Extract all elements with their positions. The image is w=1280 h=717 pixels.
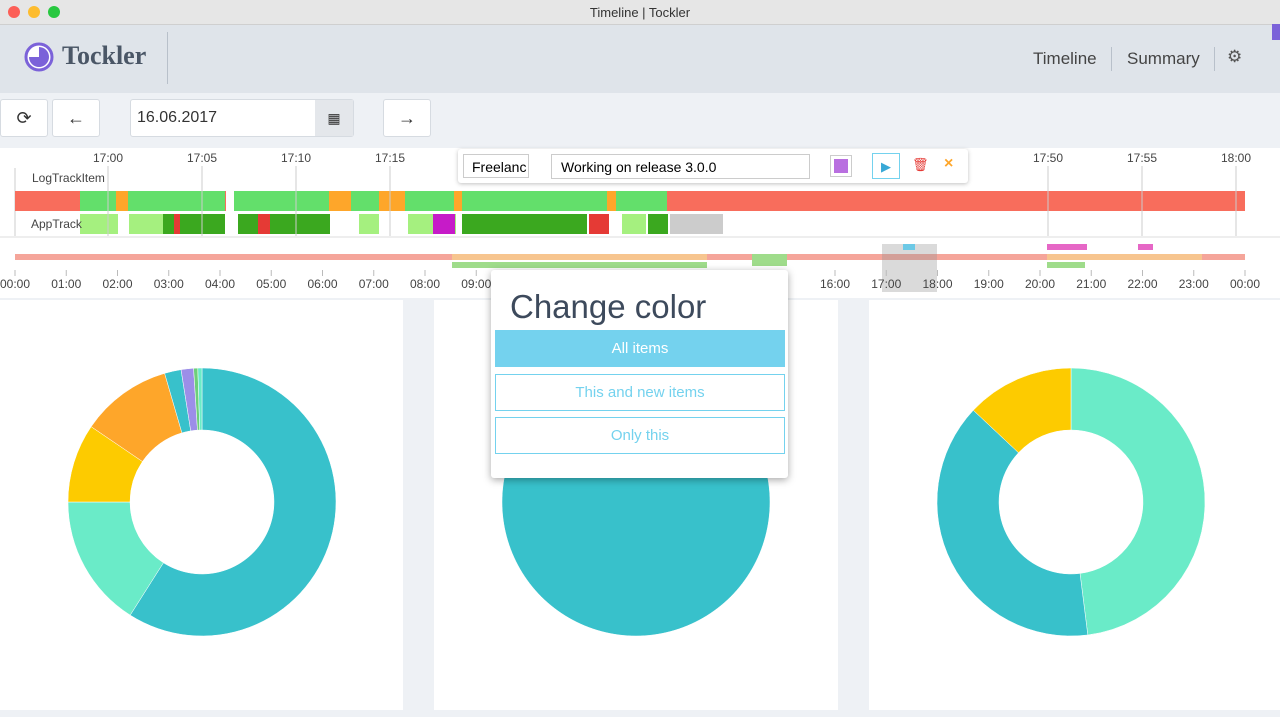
bottom-tick-label: 20:00 <box>1025 277 1055 291</box>
prev-button[interactable]: ← <box>52 99 100 137</box>
option-this-and-new[interactable]: This and new items <box>495 374 785 411</box>
overview-bar <box>1047 244 1087 250</box>
gap <box>226 191 234 211</box>
bottom-tick-label: 00:00 <box>1230 277 1260 291</box>
top-tick-label: 17:05 <box>187 151 217 165</box>
app-bar <box>589 214 609 234</box>
color-popup: Change color All items This and new item… <box>491 270 788 478</box>
bottom-tick-label: 04:00 <box>205 277 235 291</box>
pie-slice <box>936 409 1089 637</box>
color-swatch <box>834 159 848 173</box>
top-tick-label: 17:55 <box>1127 151 1157 165</box>
divider <box>1111 47 1112 71</box>
app-name: Tockler <box>62 41 147 70</box>
pie-slice <box>129 367 337 637</box>
nav-summary[interactable]: Summary <box>1127 49 1200 68</box>
log-bar <box>329 191 351 211</box>
log-bar <box>234 191 667 211</box>
bottom-tick-label: 23:00 <box>1179 277 1209 291</box>
bottom-tick-label: 07:00 <box>359 277 389 291</box>
overview-bar <box>752 254 787 266</box>
app-bar <box>258 214 270 234</box>
app-bar <box>648 214 668 234</box>
bottom-tick-label: 02:00 <box>102 277 132 291</box>
bottom-tick-label: 06:00 <box>307 277 337 291</box>
divider <box>167 32 168 84</box>
app-bar <box>238 214 330 234</box>
bottom-tick-label: 18:00 <box>922 277 952 291</box>
top-tick-label: 17:50 <box>1033 151 1063 165</box>
overview-bar <box>1047 262 1085 268</box>
bottom-tick-label: 22:00 <box>1127 277 1157 291</box>
header: Tockler Timeline Summary ⚙ <box>0 25 1280 93</box>
log-bar <box>379 191 405 211</box>
log-bar <box>80 191 225 211</box>
settings-icon[interactable]: ⚙ <box>1227 47 1243 66</box>
bottom-tick-label: 19:00 <box>974 277 1004 291</box>
overview-bar <box>903 244 915 250</box>
popup-title: Change color <box>510 288 707 325</box>
app-bar <box>80 214 118 234</box>
option-only-this[interactable]: Only this <box>495 417 785 454</box>
app-bar <box>462 214 587 234</box>
top-tick-label: 17:15 <box>375 151 405 165</box>
row-label: LogTrackItem <box>32 171 105 185</box>
app-bar <box>622 214 646 234</box>
zoom-button[interactable] <box>48 6 60 18</box>
calendar-icon[interactable]: ▦ <box>315 100 353 136</box>
bottom-tick-label: 21:00 <box>1076 277 1106 291</box>
log-bar <box>116 191 128 211</box>
bottom-tick-label: 08:00 <box>410 277 440 291</box>
top-tick-label: 17:00 <box>93 151 123 165</box>
close-editor-button[interactable]: × <box>944 155 954 172</box>
app-bar <box>174 214 180 234</box>
app-bar <box>129 214 163 234</box>
next-button[interactable]: → <box>383 99 431 137</box>
bottom-tick-label: 16:00 <box>820 277 850 291</box>
delete-button[interactable]: 🗑 <box>912 157 929 172</box>
app-bar <box>433 214 455 234</box>
date-picker[interactable]: 16.06.2017 ▦ <box>130 99 354 137</box>
overview-bar <box>1047 254 1202 260</box>
selection <box>670 214 723 234</box>
overview-bar <box>1138 244 1153 250</box>
bottom-tick-label: 01:00 <box>51 277 81 291</box>
bottom-tick-label: 05:00 <box>256 277 286 291</box>
title-input[interactable]: Working on release 3.0.0 <box>551 154 810 179</box>
log-bar <box>454 191 462 211</box>
nav-timeline[interactable]: Timeline <box>1033 49 1097 68</box>
pie-slice <box>972 367 1072 454</box>
item-editor: Freelanc Working on release 3.0.0 ▶ 🗑 × <box>458 149 968 183</box>
bottom-tick-label: 00:00 <box>0 277 30 291</box>
option-all-items[interactable]: All items <box>495 330 785 367</box>
close-button[interactable] <box>8 6 20 18</box>
titlebar: Timeline | Tockler <box>0 0 1280 25</box>
top-tick-label: 17:10 <box>281 151 311 165</box>
overview-bar <box>452 254 707 260</box>
logo <box>24 42 54 72</box>
pie-slice <box>197 367 203 431</box>
overview-bar <box>452 262 707 268</box>
log-bar <box>607 191 616 211</box>
refresh-button[interactable]: ⟳ <box>0 99 48 137</box>
minimize-button[interactable] <box>28 6 40 18</box>
pie-slice <box>1070 367 1206 636</box>
app-bar <box>359 214 379 234</box>
scroll-marker <box>1272 24 1280 40</box>
play-button[interactable]: ▶ <box>872 153 900 179</box>
top-tick-label: 18:00 <box>1221 151 1251 165</box>
date-value: 16.06.2017 <box>137 109 218 126</box>
row-label: AppTrack <box>31 217 83 231</box>
bottom-tick-label: 03:00 <box>154 277 184 291</box>
tag-input[interactable]: Freelanc <box>463 154 529 178</box>
color-button[interactable] <box>830 155 852 177</box>
window-title: Timeline | Tockler <box>589 5 691 20</box>
bottom-tick-label: 09:00 <box>461 277 491 291</box>
divider <box>1214 47 1215 71</box>
bottom-tick-label: 17:00 <box>871 277 901 291</box>
brush[interactable] <box>882 244 937 292</box>
